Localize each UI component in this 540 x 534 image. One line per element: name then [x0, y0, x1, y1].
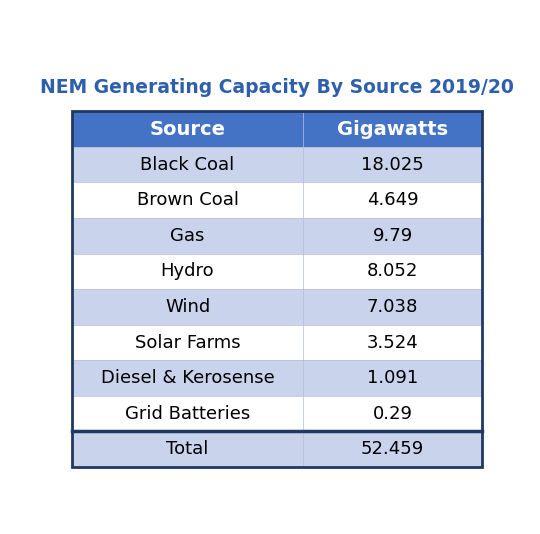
Bar: [72, 112, 303, 147]
Text: Grid Batteries: Grid Batteries: [125, 405, 250, 423]
Bar: [72, 360, 303, 396]
Bar: [72, 431, 303, 467]
Text: Diesel & Kerosense: Diesel & Kerosense: [100, 369, 274, 387]
Bar: [72, 396, 303, 431]
Bar: [72, 289, 303, 325]
Bar: [72, 147, 303, 183]
Text: Black Coal: Black Coal: [140, 156, 235, 174]
Text: 1.091: 1.091: [367, 369, 418, 387]
Text: 8.052: 8.052: [367, 262, 418, 280]
Text: Solar Farms: Solar Farms: [135, 334, 240, 351]
Text: NEM Generating Capacity By Source 2019/20: NEM Generating Capacity By Source 2019/2…: [40, 78, 514, 98]
Text: Wind: Wind: [165, 298, 210, 316]
Bar: [303, 325, 482, 360]
Text: 52.459: 52.459: [361, 440, 424, 458]
Bar: [303, 254, 482, 289]
Text: Total: Total: [166, 440, 209, 458]
Text: 3.524: 3.524: [367, 334, 418, 351]
Bar: [303, 431, 482, 467]
Text: Source: Source: [150, 120, 226, 139]
Text: Gas: Gas: [170, 227, 205, 245]
Bar: [303, 289, 482, 325]
Text: 18.025: 18.025: [361, 156, 424, 174]
Bar: [303, 183, 482, 218]
Bar: [303, 218, 482, 254]
Bar: [303, 396, 482, 431]
Bar: [303, 360, 482, 396]
Text: Brown Coal: Brown Coal: [137, 191, 239, 209]
Text: 7.038: 7.038: [367, 298, 418, 316]
Text: Hydro: Hydro: [161, 262, 214, 280]
Bar: [72, 325, 303, 360]
Bar: [72, 218, 303, 254]
Bar: [72, 254, 303, 289]
Text: 9.79: 9.79: [373, 227, 413, 245]
Text: 4.649: 4.649: [367, 191, 418, 209]
Bar: [303, 147, 482, 183]
Text: Gigawatts: Gigawatts: [337, 120, 448, 139]
Text: 0.29: 0.29: [373, 405, 413, 423]
Bar: [72, 183, 303, 218]
Bar: [303, 112, 482, 147]
